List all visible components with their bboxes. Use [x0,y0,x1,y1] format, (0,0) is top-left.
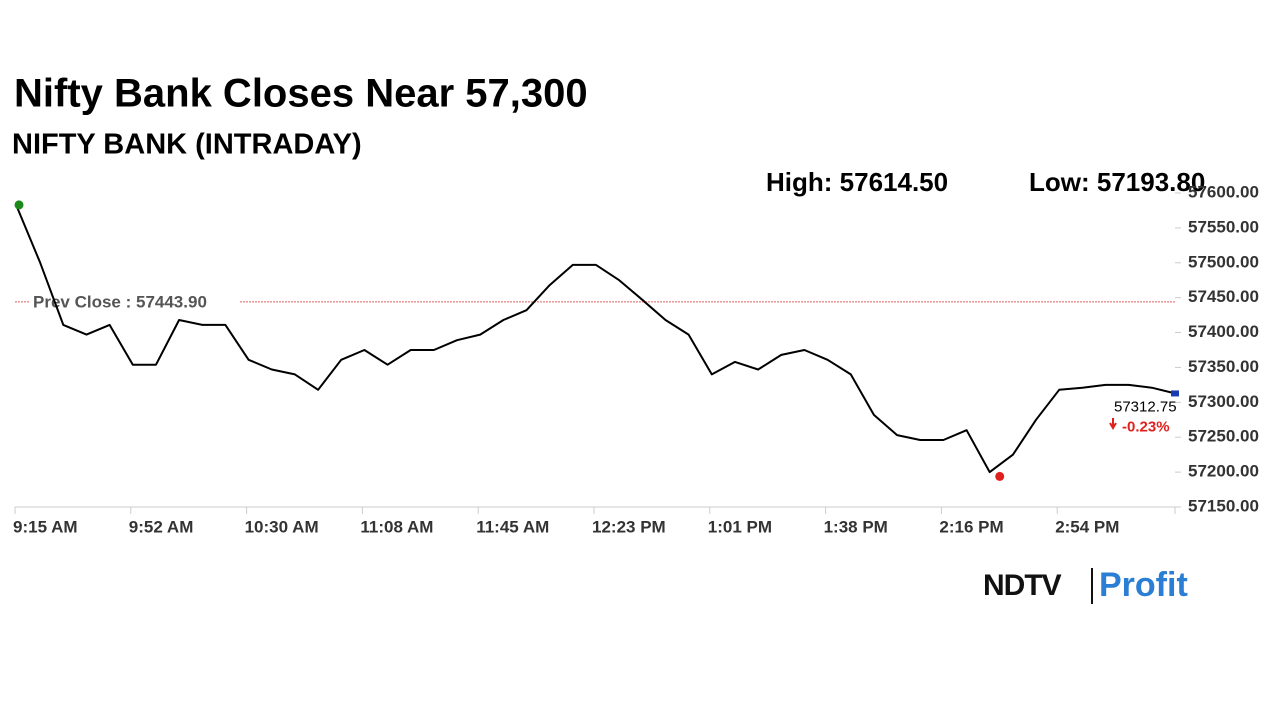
low-label: Low: 57193.80 [1029,167,1205,197]
x-tick-label: 2:54 PM [1055,517,1119,536]
y-tick-label: 57600.00 [1188,182,1259,201]
change-label: -0.23% [1122,418,1170,435]
down-arrow [1109,418,1117,430]
x-tick-label: 2:16 PM [939,517,1003,536]
x-tick-label: 9:15 AM [13,517,78,536]
x-tick-label: 1:38 PM [824,517,888,536]
last-label: 57312.75 [1114,398,1177,415]
chart-subtitle: NIFTY BANK (INTRADAY) [12,129,362,161]
prev-close-label: Prev Close : 57443.90 [33,292,207,311]
chart-title: Nifty Bank Closes Near 57,300 [14,72,588,116]
x-tick-label: 10:30 AM [245,517,319,536]
y-tick-label: 57300.00 [1188,392,1259,411]
y-tick-label: 57350.00 [1188,357,1259,376]
y-tick-label: 57450.00 [1188,287,1259,306]
prev-close-bg [30,290,240,311]
logo-profit: Profit [1099,566,1188,604]
logo-ndtv: NDTV [983,569,1062,602]
y-tick-label: 57550.00 [1188,217,1259,236]
x-tick-label: 9:52 AM [129,517,194,536]
y-tick-label: 57400.00 [1188,322,1259,341]
last-marker [1171,390,1179,397]
y-tick-label: 57150.00 [1188,496,1259,515]
y-tick-label: 57200.00 [1188,462,1259,481]
high-marker [14,200,24,210]
x-tick-label: 12:23 PM [592,517,666,536]
high-label: High: 57614.50 [766,167,948,197]
x-tick-label: 11:08 AM [360,517,433,536]
price-line [16,206,1176,474]
y-tick-label: 57500.00 [1188,252,1259,271]
y-tick-label: 57250.00 [1188,427,1259,446]
low-marker [995,471,1005,481]
x-tick-label: 11:45 AM [476,517,549,536]
x-tick-label: 1:01 PM [708,517,772,536]
